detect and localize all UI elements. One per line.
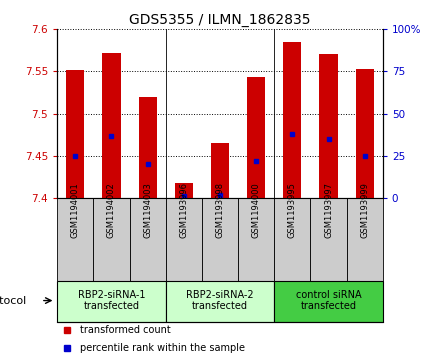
Bar: [311, 198, 347, 281]
Bar: [347, 198, 383, 281]
Text: RBP2-siRNA-2
transfected: RBP2-siRNA-2 transfected: [186, 290, 254, 311]
Bar: [274, 198, 311, 281]
Bar: [66, 70, 84, 198]
Text: GSM1194001: GSM1194001: [71, 182, 80, 238]
Text: GSM1193999: GSM1193999: [360, 182, 369, 238]
Bar: [274, 281, 383, 322]
Text: GSM1193996: GSM1193996: [180, 182, 188, 238]
Bar: [103, 53, 121, 198]
Bar: [57, 198, 93, 281]
Bar: [93, 198, 129, 281]
Bar: [175, 183, 193, 198]
Text: GSM1194003: GSM1194003: [143, 182, 152, 238]
Bar: [247, 77, 265, 198]
Bar: [166, 198, 202, 281]
Text: RBP2-siRNA-1
transfected: RBP2-siRNA-1 transfected: [78, 290, 145, 311]
Title: GDS5355 / ILMN_1862835: GDS5355 / ILMN_1862835: [129, 13, 311, 26]
Text: GSM1193995: GSM1193995: [288, 182, 297, 238]
Text: GSM1194002: GSM1194002: [107, 182, 116, 238]
Bar: [139, 97, 157, 198]
Bar: [202, 198, 238, 281]
Bar: [238, 198, 274, 281]
Text: transformed count: transformed count: [80, 325, 171, 335]
Text: control siRNA
transfected: control siRNA transfected: [296, 290, 361, 311]
Text: GSM1194000: GSM1194000: [252, 182, 260, 238]
Bar: [356, 69, 374, 198]
Bar: [211, 143, 229, 198]
Text: GSM1193997: GSM1193997: [324, 182, 333, 238]
Text: protocol: protocol: [0, 295, 26, 306]
Bar: [283, 42, 301, 198]
Bar: [319, 54, 337, 198]
Text: GSM1193998: GSM1193998: [216, 182, 224, 238]
Bar: [57, 281, 166, 322]
Bar: [166, 281, 274, 322]
Bar: [129, 198, 166, 281]
Text: percentile rank within the sample: percentile rank within the sample: [80, 343, 245, 352]
